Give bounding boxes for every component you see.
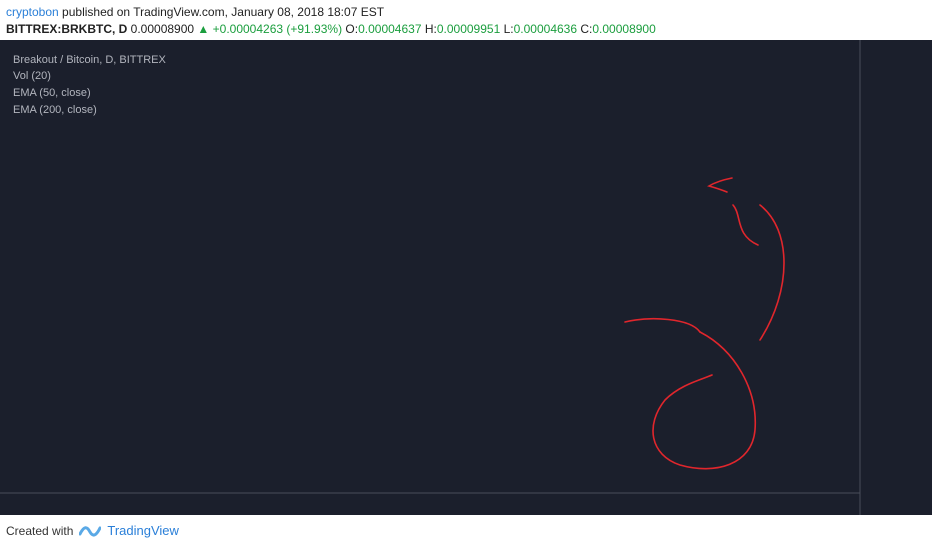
ohlc-key: O:	[345, 22, 359, 36]
hand-drawn-annotation	[624, 177, 785, 470]
logo	[79, 525, 102, 537]
annotation-stroke	[624, 318, 701, 333]
footer: Created with TradingView	[6, 523, 179, 538]
created-with: Created with	[6, 523, 74, 538]
ohlc: O:0.00004637 H:0.00009951 L:0.00004636 C…	[345, 22, 655, 36]
publish-line: cryptobon published on TradingView.com, …	[6, 4, 656, 21]
brand[interactable]: TradingView	[107, 523, 179, 538]
chart: Breakout / Bitcoin, D, BITTREX Vol (20) …	[0, 40, 932, 515]
author[interactable]: cryptobon	[6, 5, 59, 19]
last: 0.00008900	[130, 22, 195, 36]
indicator-label: Vol (20)	[13, 70, 51, 82]
ohlc-key: L:	[503, 22, 514, 36]
published: published on TradingView.com, January 08…	[62, 5, 385, 19]
symbol: BITTREX:BRKBTC, D	[6, 22, 128, 36]
ohlc-value: 0.00004636	[513, 22, 578, 36]
indicator-label: EMA (50, close)	[13, 87, 91, 99]
ohlc-value: 0.00009951	[436, 22, 501, 36]
chart-title: Breakout / Bitcoin, D, BITTREX	[13, 54, 166, 66]
annotation-stroke	[759, 204, 785, 341]
change: ▲ +0.00004263 (+91.93%)	[197, 22, 343, 36]
header: cryptobon published on TradingView.com, …	[6, 4, 656, 38]
ohlc-key: C:	[580, 22, 593, 36]
quote-line: BITTREX:BRKBTC, D 0.00008900 ▲ +0.000042…	[6, 21, 656, 38]
annotation-stroke	[732, 204, 759, 246]
ohlc-key: H:	[424, 22, 437, 36]
annotation-stroke	[652, 331, 757, 470]
ohlc-value: 0.00004637	[358, 22, 422, 36]
ohlc-value: 0.00008900	[592, 22, 656, 36]
annotation-stroke	[707, 177, 733, 193]
indicator-label: EMA (200, close)	[13, 104, 97, 116]
labels: Breakout / Bitcoin, D, BITTREX Vol (20) …	[13, 54, 166, 116]
chart-background	[0, 40, 932, 515]
